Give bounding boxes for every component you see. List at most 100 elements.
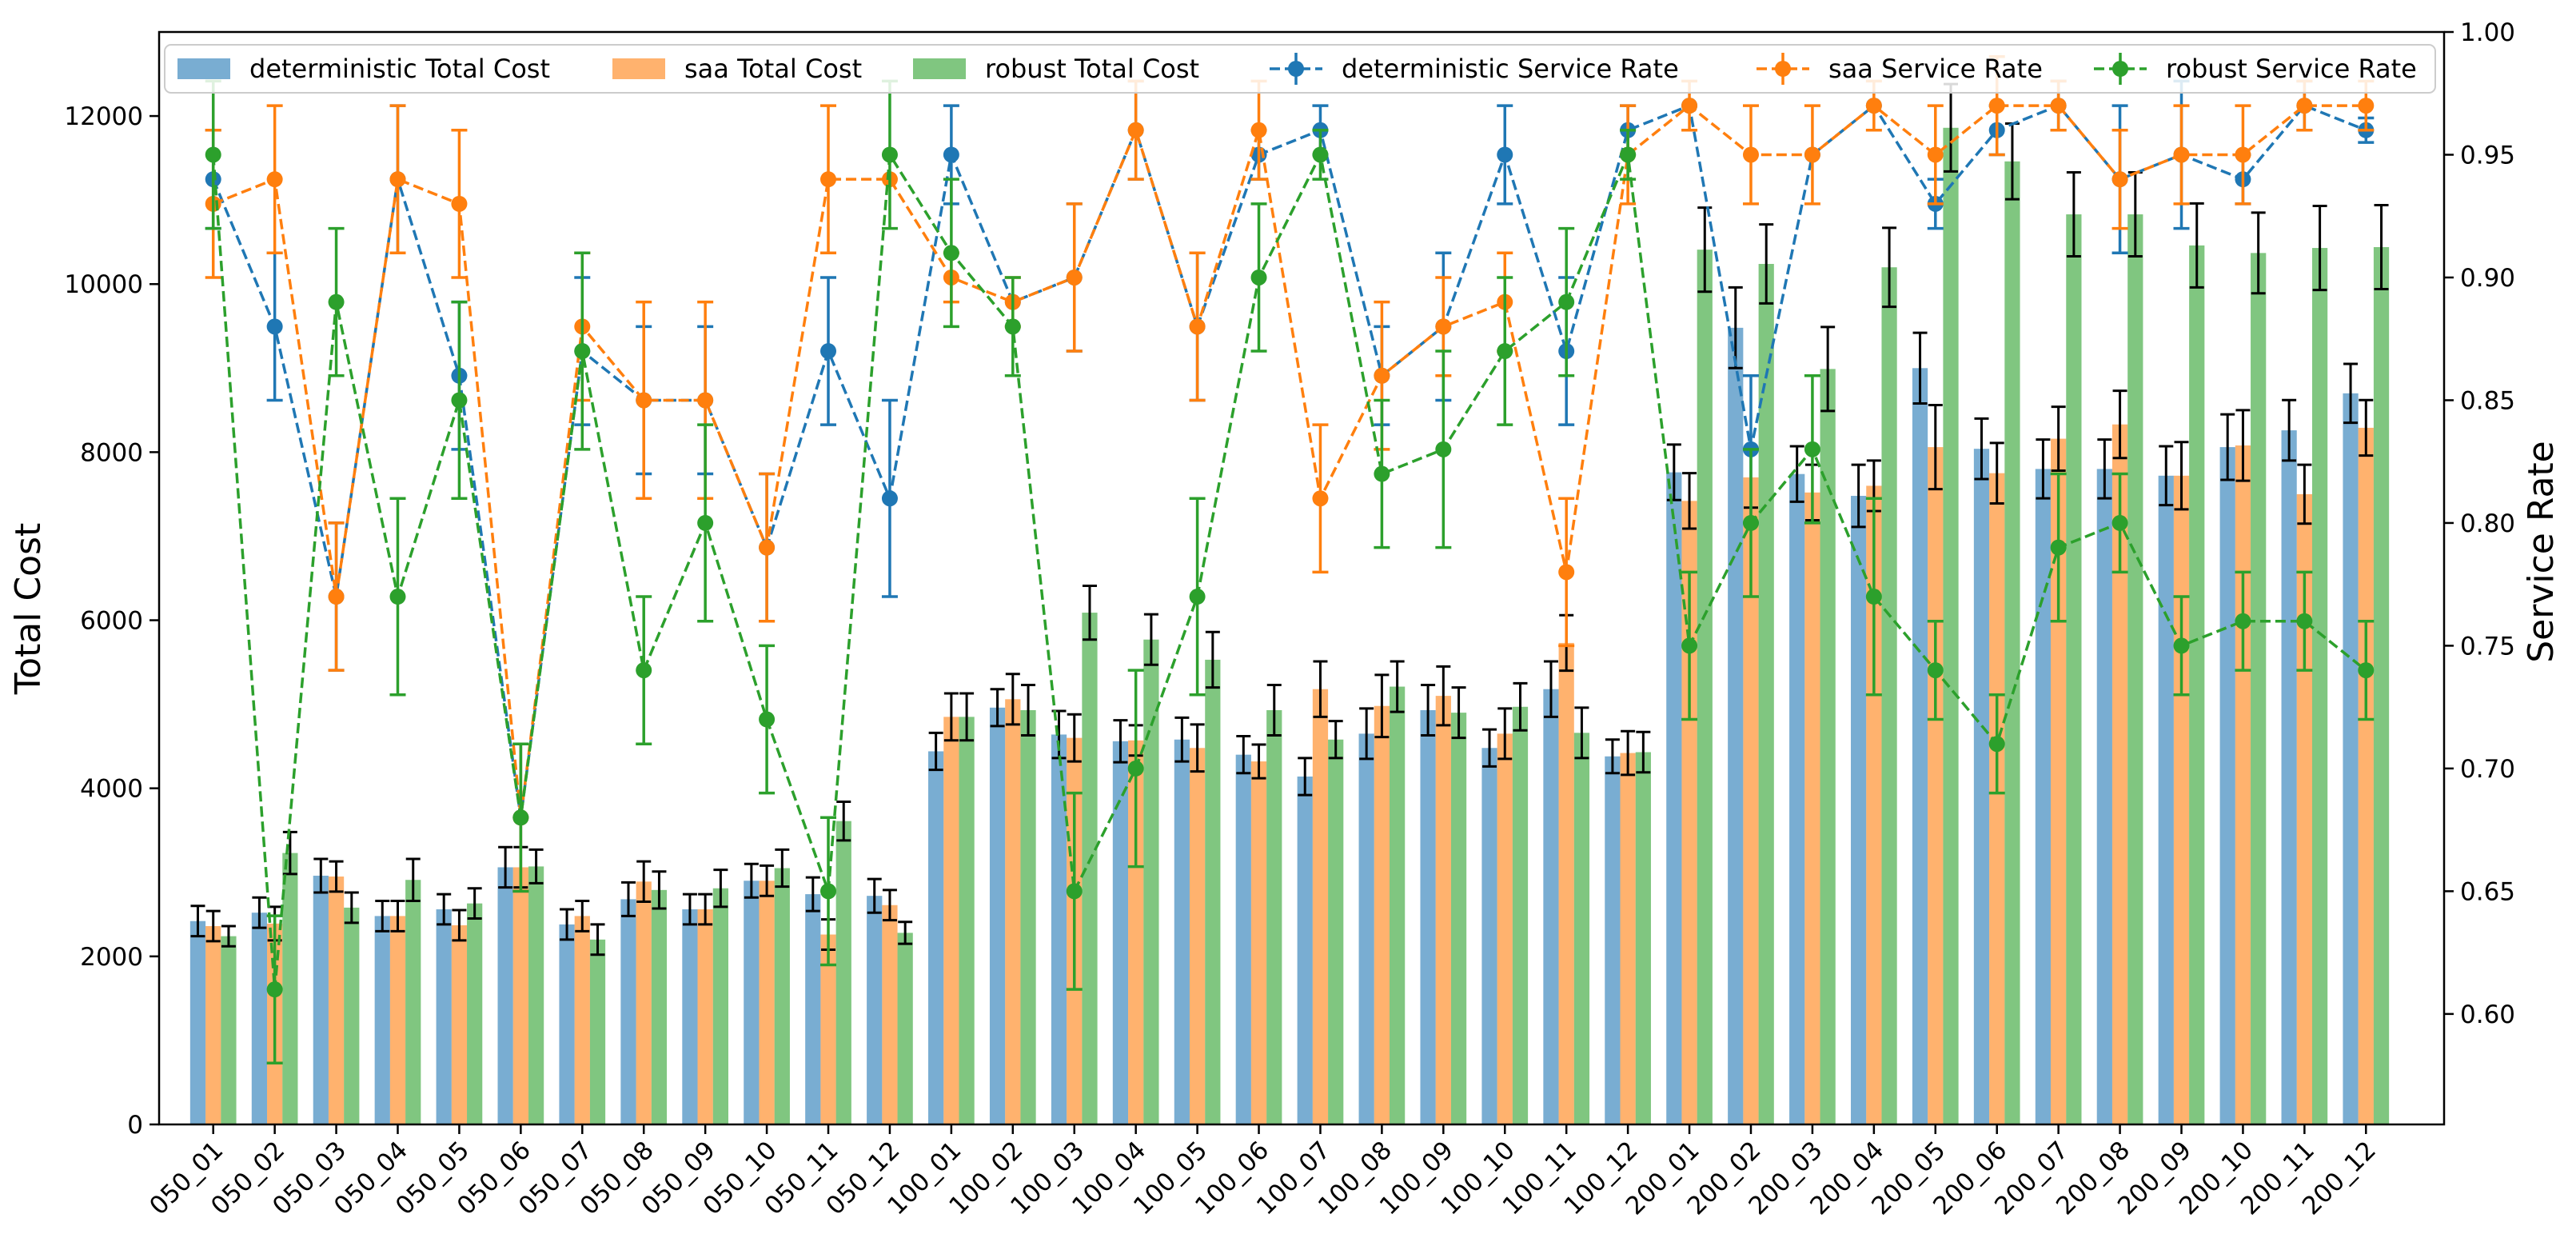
bar-robust-total-cost-100_11 [1573,733,1590,1124]
point-saa-service-rate-200_11 [2296,98,2313,114]
bar-saa-total-cost-100_09 [1435,696,1451,1124]
bar-robust-total-cost-100_03 [1082,613,1098,1124]
y2-tick-label: 0.80 [2460,509,2515,538]
bar-saa-total-cost-100_12 [1620,753,1636,1124]
bar-saa-total-cost-100_02 [1005,699,1021,1124]
bar-saa-total-cost-100_10 [1497,733,1513,1124]
bar-deterministic-total-cost-200_08 [2096,469,2112,1124]
legend: deterministic Total Cost saa Total Cost ro… [164,44,2436,94]
legend-label-robust-total-cost: robust Total Cost [985,54,1199,84]
point-saa-service-rate-200_09 [2173,146,2190,163]
legend-label-deterministic-total-cost: deterministic Total Cost [249,54,550,84]
bar-layer [189,82,2390,1125]
legend-label-saa-service-rate: saa Service Rate [1828,54,2043,84]
bar-deterministic-total-cost-200_09 [2158,475,2174,1124]
legend-swatch-saa-total-cost [612,58,665,79]
axes-frame [158,30,2446,1126]
y2-tick-label: 0.65 [2460,877,2515,906]
y-tick-label: 2000 [80,943,143,972]
bar-robust-total-cost-100_06 [1266,709,1282,1124]
point-robust-service-rate-100_01 [943,245,959,262]
bar-robust-total-cost-200_01 [1697,250,1713,1125]
y2-tick-label: 0.75 [2460,632,2515,661]
y-tick-label: 12000 [64,102,143,131]
point-robust-service-rate-100_05 [1189,589,1206,605]
bar-saa-total-cost-200_12 [2358,427,2374,1124]
y-axis-title: Total Cost [8,523,49,696]
point-deterministic-service-rate-050_11 [820,343,837,360]
point-saa-service-rate-100_08 [1374,367,1390,384]
bar-deterministic-total-cost-200_06 [1973,449,1990,1124]
bar-saa-total-cost-200_01 [1681,501,1697,1124]
point-robust-service-rate-100_03 [1066,883,1083,900]
point-deterministic-service-rate-050_12 [881,490,898,507]
line-layer [205,54,2375,1065]
bar-deterministic-total-cost-050_02 [251,913,268,1124]
bar-deterministic-total-cost-200_01 [1666,472,1682,1124]
point-saa-service-rate-200_05 [1927,146,1944,163]
point-robust-service-rate-200_04 [1865,589,1882,605]
point-robust-service-rate-050_10 [759,711,776,728]
bar-saa-total-cost-050_09 [697,909,713,1124]
point-robust-service-rate-100_09 [1435,441,1452,457]
point-robust-service-rate-200_05 [1927,662,1944,679]
point-robust-service-rate-050_09 [697,514,714,531]
bar-deterministic-total-cost-100_11 [1543,689,1559,1124]
bar-deterministic-total-cost-050_05 [436,909,452,1124]
point-robust-service-rate-200_12 [2358,662,2375,679]
point-saa-service-rate-100_06 [1250,122,1267,138]
bar-deterministic-total-cost-200_05 [1912,368,1928,1124]
bar-deterministic-total-cost-100_02 [989,707,1006,1124]
point-deterministic-service-rate-100_10 [1497,146,1513,163]
bar-robust-total-cost-200_08 [2127,214,2143,1124]
bar-robust-total-cost-200_03 [1820,369,1836,1124]
bar-saa-total-cost-100_04 [1128,740,1144,1124]
point-robust-service-rate-200_03 [1804,441,1820,457]
point-saa-service-rate-050_10 [759,539,776,556]
bar-robust-total-cost-100_04 [1143,639,1159,1124]
bar-robust-total-cost-050_02 [282,853,298,1124]
y2-axis-title: Service Rate [2521,441,2562,663]
bar-deterministic-total-cost-200_03 [1789,473,1805,1124]
bar-deterministic-total-cost-100_09 [1420,709,1436,1124]
bar-saa-total-cost-200_04 [1866,485,1882,1124]
bar-robust-total-cost-050_06 [528,866,544,1124]
bar-robust-total-cost-200_09 [2189,245,2205,1124]
bar-deterministic-total-cost-100_07 [1297,776,1313,1124]
y2-tick-label: 0.70 [2460,755,2515,784]
point-robust-service-rate-050_02 [266,981,283,998]
point-robust-service-rate-100_12 [1620,146,1637,163]
bar-robust-total-cost-200_04 [1881,267,1897,1125]
bar-deterministic-total-cost-100_06 [1235,754,1251,1124]
bar-robust-total-cost-100_12 [1635,752,1651,1124]
point-saa-service-rate-050_11 [820,171,837,188]
point-saa-service-rate-100_03 [1066,269,1083,286]
point-saa-service-rate-200_01 [1681,98,1698,114]
bar-saa-total-cost-050_12 [882,905,898,1124]
bar-saa-total-cost-200_08 [2111,424,2128,1124]
bar-saa-total-cost-200_09 [2173,475,2190,1124]
line-robust-service-rate [211,149,2367,990]
y2-tick-label: 0.90 [2460,264,2515,293]
bar-saa-total-cost-200_05 [1928,447,1944,1124]
bar-saa-total-cost-100_08 [1374,705,1390,1124]
point-deterministic-service-rate-100_01 [943,146,959,163]
point-robust-service-rate-050_06 [512,809,529,826]
bar-saa-total-cost-200_11 [2296,493,2312,1124]
bar-deterministic-total-cost-100_05 [1174,739,1190,1124]
y-tick-label: 4000 [80,775,143,804]
bar-saa-total-cost-050_06 [512,867,528,1124]
legend-label-deterministic-service-rate: deterministic Service Rate [1342,54,1679,84]
bar-deterministic-total-cost-050_11 [805,894,821,1124]
line-saa-service-rate [213,103,2367,818]
point-robust-service-rate-200_01 [1681,637,1698,654]
bar-deterministic-total-cost-050_06 [497,867,513,1124]
point-saa-service-rate-050_08 [636,392,652,409]
point-saa-service-rate-050_03 [328,589,345,605]
point-saa-service-rate-200_08 [2111,171,2128,188]
bar-robust-total-cost-200_06 [2004,161,2020,1124]
bar-saa-total-cost-050_11 [820,934,836,1124]
bar-deterministic-total-cost-050_04 [374,916,390,1124]
